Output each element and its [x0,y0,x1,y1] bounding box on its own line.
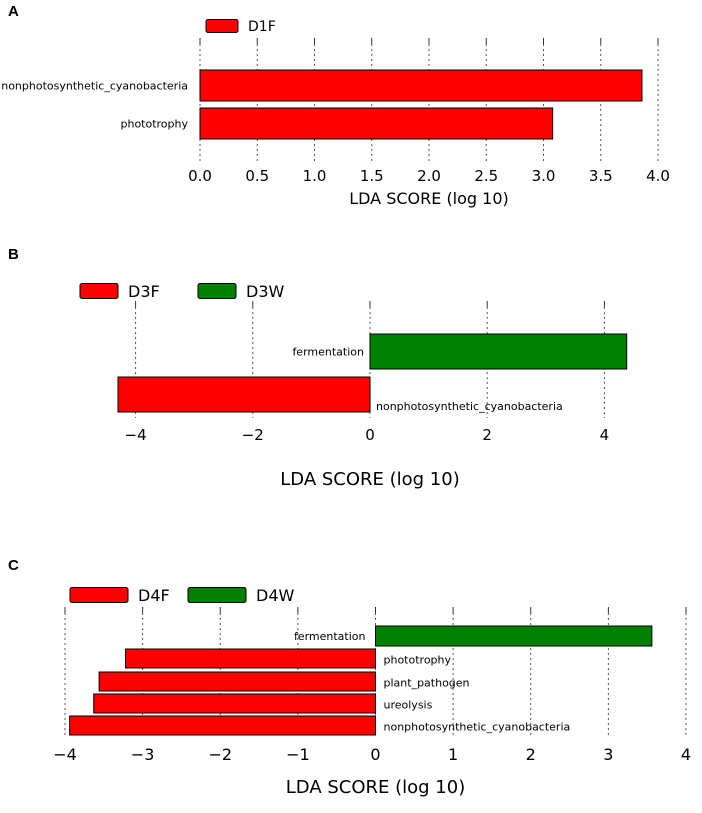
x-tick-label: 2 [526,745,536,764]
x-tick-label: 4.0 [646,167,670,185]
x-tick-label: 1 [448,745,458,764]
feature-label: ureolysis [384,699,433,712]
x-tick-label: −3 [131,745,155,764]
bar-nonphotosynthetic_cyanobacteria [199,69,643,102]
feature-label: plant_pathogen [384,677,470,690]
x-tick-label: −2 [208,745,232,764]
panel-letter: A [8,3,19,20]
legend-label-D1F: D1F [248,19,276,35]
x-tick-label: 2 [482,426,492,444]
bar-nonphotosynthetic_cyanobacteria [117,376,371,413]
feature-label: fermentation [294,630,366,643]
legend-label-D4F: D4F [138,586,170,605]
x-tick-label: 1.0 [303,167,327,185]
x-tick-label: 2.5 [474,167,498,185]
feature-label: nonphotosynthetic_cyanobacteria [376,400,563,413]
panel-letter: C [8,557,19,574]
bar-phototrophy [125,648,376,669]
bar-fermentation [375,625,653,647]
x-tick-label: 3.5 [589,167,613,185]
x-tick-label: 2.0 [417,167,441,185]
legend-label-D4W: D4W [256,586,295,605]
x-axis-title: LDA SCORE (log 10) [349,189,509,208]
bar-fermentation [369,333,628,370]
legend-swatch-D3W [197,283,237,299]
bar-plant_pathogen [98,671,376,692]
x-tick-label: 3 [603,745,613,764]
legend-label-D3F: D3F [128,282,160,301]
x-tick-label: 3.0 [532,167,556,185]
feature-label: fermentation [292,346,364,359]
x-tick-label: 0 [370,745,380,764]
feature-label: nonphotosynthetic_cyanobacteria [1,80,188,93]
x-tick-label: 1.5 [360,167,384,185]
legend-swatch-D3F [79,283,119,299]
bar-nonphotosynthetic_cyanobacteria [69,715,376,736]
panel-letter: B [8,246,19,263]
panel-B: B D3F D3W −4 −2 0 2 4 fermentation nonphotosynthe… [8,246,628,490]
x-tick-label: 0.5 [245,167,269,185]
bar-ureolysis [93,693,376,714]
x-tick-label: −4 [53,745,77,764]
bar-phototrophy [199,107,554,140]
legend-swatch-D4W [187,587,247,603]
legend-swatch-D4F [69,587,129,603]
panel-C: C D4F D4W −4 −3 −2 −1 0 1 2 3 4 fermentation phototro… [8,557,691,798]
x-tick-label: −2 [242,426,264,444]
feature-label: nonphotosynthetic_cyanobacteria [384,721,571,734]
legend-swatch-D1F [205,19,239,33]
feature-label: phototrophy [120,118,188,131]
x-axis-title: LDA SCORE (log 10) [286,777,465,798]
feature-label: phototrophy [384,654,452,667]
x-tick-label: 0.0 [188,167,212,185]
x-tick-label: 4 [681,745,691,764]
x-tick-label: −4 [125,426,147,444]
x-tick-label: 0 [365,426,375,444]
x-tick-label: 4 [600,426,610,444]
x-tick-label: −1 [286,745,310,764]
x-axis-title: LDA SCORE (log 10) [280,469,459,490]
panel-A: A D1F 0.0 0.5 1.0 1.5 2.0 2.5 3.0 3.5 4.0 nonphotos… [1,3,670,208]
legend-label-D3W: D3W [246,282,285,301]
